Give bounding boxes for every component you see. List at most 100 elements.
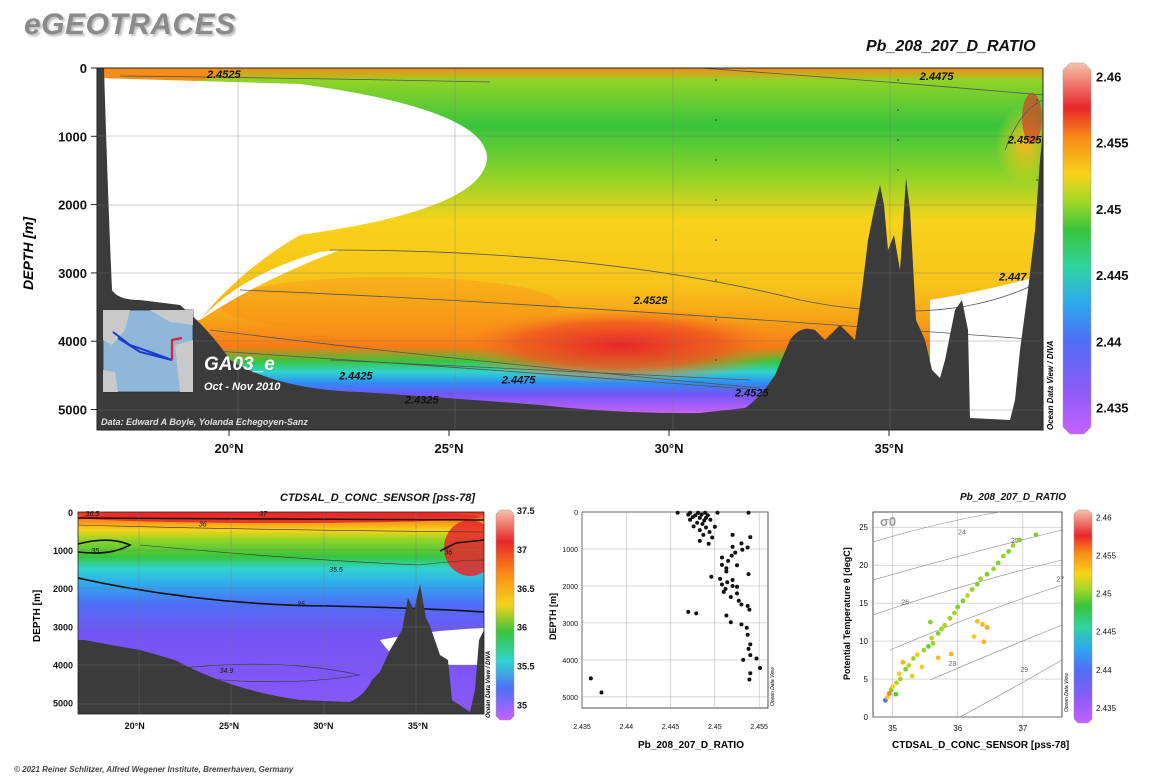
data-credit: Data: Edward A Boyle, Yolanda Echegoyen-…: [101, 417, 308, 427]
ts-y-axis-label: Potential Temperature θ [degC]: [842, 547, 852, 680]
ts-point-17: [935, 631, 941, 636]
profile-point-45: [725, 580, 730, 585]
sal-y-tick-0: 0: [68, 508, 73, 518]
ts-x-ticks: 35 36 37: [888, 724, 1028, 733]
ts-point-12: [914, 652, 920, 658]
ts-point-9: [906, 662, 912, 668]
ts-point-10: [900, 659, 906, 665]
main-plot-title: Pb_208_207_D_RATIO: [866, 38, 1036, 55]
profile-point-48: [735, 584, 739, 589]
ts-point-37: [974, 618, 980, 624]
main-y-axis-label: DEPTH [m]: [20, 216, 36, 290]
profile-point-62: [744, 625, 749, 630]
profile-point-47: [730, 583, 735, 588]
ts-frame: [872, 511, 1063, 718]
profile-point-71: [747, 677, 752, 682]
profile-point-37: [719, 562, 724, 567]
profile-x-tick-0: 2.435: [573, 724, 591, 731]
contour-label-8: 2.4325: [404, 394, 440, 406]
profile-y-tick-2: 2000: [562, 584, 578, 591]
section-date-label: Oct - Nov 2010: [204, 381, 281, 393]
profile-point-49: [723, 586, 728, 591]
ts-point-39: [984, 625, 990, 630]
ts-cbar-tick-2: 2.45: [1096, 590, 1112, 599]
profile-y-tick-4: 4000: [562, 658, 578, 665]
profile-point-50: [721, 589, 726, 594]
ts-watermark: Ocean Data View: [1064, 673, 1070, 712]
profile-point-64: [748, 642, 753, 647]
sal-y-axis-label: DEPTH [m]: [32, 589, 43, 642]
sal-colorbar: [495, 509, 515, 721]
ts-point-28: [978, 576, 983, 582]
section-name-label: GA03_e: [204, 354, 275, 375]
ts-sigma-label: σ0: [880, 514, 897, 529]
ts-x-axis-label: CTDSAL_D_CONC_SENSOR [pss-78]: [892, 740, 1070, 751]
ts-point-8: [903, 666, 908, 672]
profile-point-65: [746, 646, 751, 651]
ts-point-23: [955, 604, 961, 610]
ts-x-tick-1: 36: [953, 724, 962, 733]
profile-point-67: [741, 657, 746, 662]
profile-point-57: [686, 609, 691, 614]
main-colorbar-ticks: 2.46 2.455 2.45 2.445 2.44 2.435: [1096, 69, 1129, 415]
sal-contour-label-2: 36: [199, 521, 207, 528]
profile-point-53: [736, 598, 741, 603]
profile-frame: [581, 511, 769, 709]
ts-point-21: [947, 615, 953, 621]
y-tick-label-3: 3000: [58, 266, 87, 281]
profile-point-35: [719, 555, 724, 560]
ts-point-5: [894, 680, 899, 686]
sal-x-ticks: 20°N 25°N 30°N 35°N: [125, 721, 428, 731]
profile-x-tick-4: 2.455: [750, 724, 768, 731]
ts-colorbar: [1073, 509, 1093, 724]
sal-y-tick-2: 2000: [53, 584, 73, 594]
ts-cbar-tick-5: 2.435: [1096, 704, 1117, 713]
profile-point-24: [710, 535, 715, 540]
sal-x-tick-2: 30°N: [313, 721, 333, 731]
ts-cbar-tick-3: 2.445: [1096, 628, 1117, 637]
sal-cbar-tick-4: 35.5: [517, 662, 535, 672]
ts-y-ticks: 0 5 10 15 20 25: [859, 523, 868, 722]
profile-point-32: [740, 547, 745, 552]
x-tick-label-1: 25°N: [434, 441, 463, 456]
ts-point-35: [1017, 537, 1023, 543]
profile-point-17: [700, 521, 705, 526]
main-x-ticks: 20°N 25°N 30°N 35°N: [214, 430, 904, 456]
contour-label-3: 2.447: [998, 271, 1027, 283]
ts-point-6: [897, 676, 903, 682]
ts-point-26: [969, 587, 975, 592]
ts-plot-title: Pb_208_207_D_RATIO: [960, 492, 1066, 503]
sal-contour-label-7: 34.9: [220, 668, 234, 675]
sal-x-tick-3: 35°N: [408, 721, 428, 731]
ts-point-32: [1000, 553, 1006, 559]
contour-label-0: 2.4525: [206, 69, 242, 81]
sal-contour-label-1: 37: [259, 511, 268, 518]
ts-iso-label-4: 28: [949, 661, 957, 668]
cbar-tick-label-0: 2.46: [1096, 69, 1121, 84]
ts-y-tick-0: 0: [864, 713, 869, 722]
profile-x-axis-label: Pb_208_207_D_RATIO: [638, 740, 744, 751]
ts-y-tick-1: 5: [864, 675, 869, 684]
sal-watermark: Ocean Data View / DIVA: [486, 650, 492, 718]
sal-y-tick-1: 1000: [53, 546, 73, 556]
profile-grid: [581, 511, 768, 708]
profile-point-13: [688, 517, 693, 522]
profile-point-18: [691, 524, 696, 529]
sal-x-tick-1: 25°N: [219, 721, 239, 731]
sal-y-tick-3: 3000: [53, 622, 73, 632]
profile-point-16: [695, 520, 700, 525]
sal-cbar-tick-3: 36: [517, 623, 527, 633]
ts-grid: [873, 512, 1062, 718]
profile-points: [588, 510, 763, 695]
profile-point-69: [758, 666, 763, 671]
ts-point-34: [1010, 543, 1016, 548]
cbar-tick-label-5: 2.435: [1096, 401, 1129, 416]
profile-point-61: [739, 622, 744, 627]
ts-iso-label-2: 26: [901, 599, 909, 606]
profile-point-15: [708, 517, 713, 522]
ts-point-13: [921, 647, 927, 653]
profile-y-axis-label: DEPTH [m]: [548, 593, 558, 640]
sal-contour-label-0: 36.5: [86, 511, 100, 518]
ts-points: [882, 532, 1039, 703]
profile-point-3: [703, 510, 708, 515]
